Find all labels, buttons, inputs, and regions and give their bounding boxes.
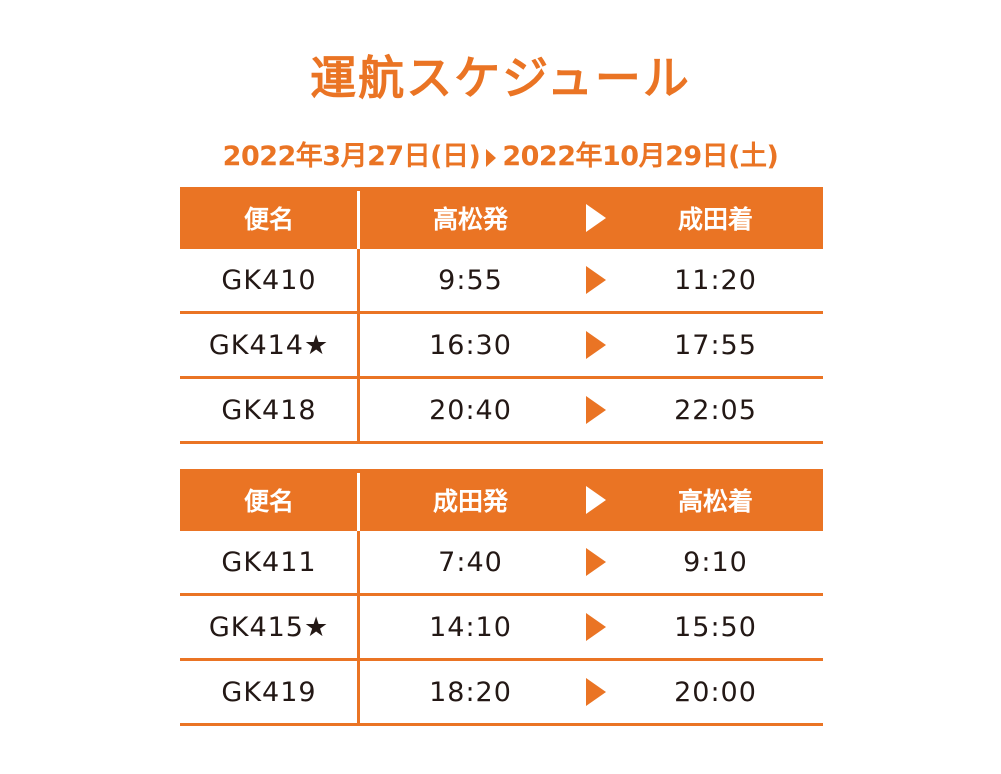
arrow-right-icon xyxy=(585,204,606,232)
flight-number: GK418 xyxy=(221,394,317,426)
column-divider xyxy=(357,191,360,252)
arrival-time: 11:20 xyxy=(674,264,757,296)
table-header: 便名 高松発 成田着 xyxy=(180,187,823,252)
table-row: GK411 7:40 9:10 xyxy=(180,531,823,596)
header-flight: 便名 xyxy=(243,205,294,234)
flight-number: GK415★ xyxy=(208,611,330,643)
column-divider xyxy=(357,379,360,444)
arrow-right-icon xyxy=(585,266,606,294)
arrow-right-icon xyxy=(585,678,606,706)
arrow-right-icon xyxy=(585,548,606,576)
departure-time: 14:10 xyxy=(429,611,512,643)
arrival-time: 20:00 xyxy=(674,676,757,708)
departure-time: 20:40 xyxy=(429,394,512,426)
header-depart: 成田発 xyxy=(432,487,508,516)
column-divider xyxy=(357,314,360,379)
column-divider xyxy=(357,473,360,534)
arrival-time: 17:55 xyxy=(674,329,757,361)
table-row: GK415★ 14:10 15:50 xyxy=(180,596,823,661)
arrival-time: 15:50 xyxy=(674,611,757,643)
flight-number: GK411 xyxy=(221,546,317,578)
period-start: 2022年3月27日(日) xyxy=(222,141,481,172)
column-divider xyxy=(357,596,360,661)
header-arrive: 成田着 xyxy=(677,205,753,234)
arrow-right-icon xyxy=(585,613,606,641)
flight-number: GK419 xyxy=(221,676,317,708)
table-row: GK410 9:55 11:20 xyxy=(180,249,823,314)
arrival-time: 9:10 xyxy=(683,546,748,578)
departure-time: 18:20 xyxy=(429,676,512,708)
column-divider xyxy=(357,531,360,596)
table-header: 便名 成田発 高松着 xyxy=(180,469,823,534)
column-divider xyxy=(357,661,360,726)
schedule-table-narita-takamatsu: 便名 成田発 高松着 GK411 7:40 9:10 GK415★ 14:10 15:50 GK4… xyxy=(180,469,823,726)
header-arrive: 高松着 xyxy=(677,487,753,516)
header-depart: 高松発 xyxy=(432,205,508,234)
column-divider xyxy=(357,249,360,314)
header-flight: 便名 xyxy=(243,487,294,516)
schedule-table-takamatsu-narita: 便名 高松発 成田着 GK410 9:55 11:20 GK414★ 16:30 17:55 GK… xyxy=(180,187,823,444)
table-row: GK419 18:20 20:00 xyxy=(180,661,823,726)
table-row: GK418 20:40 22:05 xyxy=(180,379,823,444)
schedule-period: 2022年3月27日(日) 2022年10月29日(土) xyxy=(0,134,1001,173)
departure-time: 16:30 xyxy=(429,329,512,361)
flight-number: GK414★ xyxy=(208,329,330,361)
flight-number: GK410 xyxy=(221,264,317,296)
departure-time: 9:55 xyxy=(438,264,503,296)
page-title: 運航スケジュール xyxy=(310,51,691,105)
table-row: GK414★ 16:30 17:55 xyxy=(180,314,823,379)
arrow-right-icon xyxy=(486,148,497,167)
arrow-right-icon xyxy=(585,396,606,424)
arrival-time: 22:05 xyxy=(674,394,757,426)
period-end: 2022年10月29日(土) xyxy=(502,141,779,172)
arrow-right-icon xyxy=(585,486,606,514)
departure-time: 7:40 xyxy=(438,546,503,578)
arrow-right-icon xyxy=(585,331,606,359)
